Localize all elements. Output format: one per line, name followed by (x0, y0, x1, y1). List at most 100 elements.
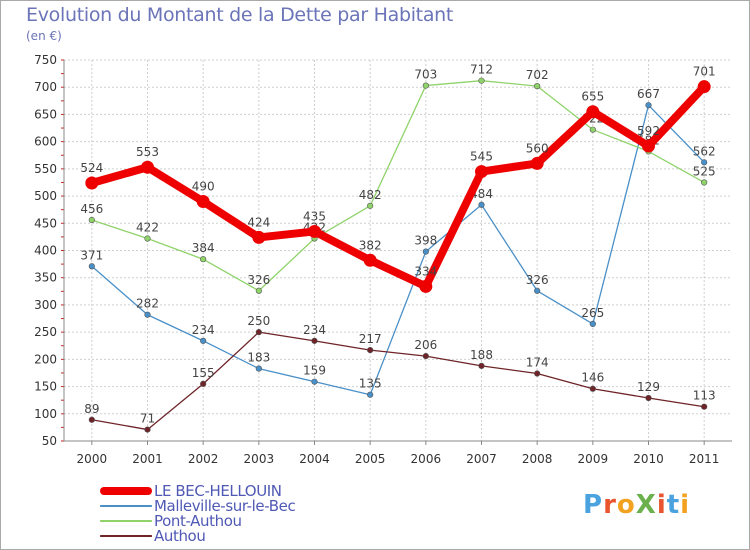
y-tick-label: 450 (34, 216, 57, 230)
y-tick-label: 550 (34, 162, 57, 176)
data-point-le-bec-hellouin (252, 230, 266, 244)
series-line-le-bec-hellouin (87, 82, 709, 291)
data-label-authou: 113 (693, 389, 716, 403)
x-tick-label: 2003 (244, 452, 275, 466)
data-label-le-bec-hellouin: 424 (247, 215, 270, 229)
data-label-le-bec-hellouin: 553 (136, 145, 159, 159)
data-label-pont-authou: 712 (470, 63, 493, 77)
x-tick-label: 2000 (77, 452, 108, 466)
y-tick-label: 150 (34, 380, 57, 394)
data-label-malleville-sur-le-bec: 398 (414, 234, 437, 248)
x-tick-label: 2010 (633, 452, 664, 466)
x-tick-label: 2002 (188, 452, 219, 466)
y-tick-label: 700 (34, 80, 57, 94)
data-point-le-bec-hellouin (697, 80, 711, 94)
data-label-le-bec-hellouin: 655 (581, 90, 604, 104)
data-point-malleville-sur-le-bec (311, 378, 318, 385)
series-line-malleville-sur-le-bec (91, 104, 705, 396)
data-point-pont-authou (422, 82, 429, 89)
data-point-pont-authou (88, 216, 95, 224)
x-tick-label: 2001 (132, 452, 163, 466)
chart-subtitle: (en €) (26, 29, 62, 43)
data-label-pont-authou: 703 (414, 68, 437, 82)
data-label-authou: 234 (303, 323, 326, 337)
logo-letter: t (666, 490, 681, 520)
data-point-pont-authou (478, 77, 485, 84)
data-label-pont-authou: 702 (526, 68, 549, 82)
y-tick-label: 50 (42, 434, 57, 448)
data-label-malleville-sur-le-bec: 265 (581, 306, 604, 320)
data-label-le-bec-hellouin: 334 (414, 264, 437, 278)
data-label-le-bec-hellouin: 382 (359, 238, 382, 252)
data-label-authou: 250 (247, 314, 270, 328)
logo-letter: i (656, 490, 667, 520)
data-label-pont-authou: 384 (192, 241, 215, 255)
data-point-malleville-sur-le-bec (200, 337, 207, 344)
data-label-authou: 155 (192, 366, 215, 380)
y-tick-label: 650 (34, 107, 57, 121)
x-tick-label: 2006 (411, 452, 442, 466)
y-tick-label: 200 (34, 352, 57, 366)
data-point-le-bec-hellouin (308, 224, 321, 238)
data-point-authou (422, 352, 429, 360)
data-point-authou (200, 380, 207, 387)
y-tick-label: 250 (34, 325, 57, 339)
proxiti-logo: ProXiti (583, 490, 690, 520)
y-tick-label: 350 (34, 271, 57, 285)
data-label-authou: 146 (581, 371, 604, 385)
y-tick-label: 750 (34, 53, 57, 67)
legend-label: Pont-Authou (154, 512, 242, 530)
data-point-authou (589, 385, 596, 392)
data-label-le-bec-hellouin: 490 (192, 180, 215, 194)
data-label-malleville-sur-le-bec: 183 (247, 351, 270, 365)
data-label-le-bec-hellouin: 524 (80, 161, 103, 175)
x-tick-label: 2005 (355, 452, 386, 466)
legend-label: Authou (154, 527, 206, 545)
data-label-malleville-sur-le-bec: 159 (303, 364, 326, 378)
data-point-le-bec-hellouin (196, 195, 210, 209)
x-tick-label: 2009 (578, 452, 609, 466)
data-point-malleville-sur-le-bec (534, 287, 541, 294)
data-point-le-bec-hellouin (642, 139, 655, 153)
data-point-malleville-sur-le-bec (144, 311, 151, 318)
data-label-le-bec-hellouin: 560 (526, 141, 549, 155)
data-label-malleville-sur-le-bec: 282 (136, 297, 159, 311)
data-point-authou (534, 370, 541, 377)
data-label-malleville-sur-le-bec: 371 (80, 248, 103, 262)
data-point-pont-authou (589, 126, 596, 133)
data-label-authou: 129 (637, 380, 660, 394)
data-label-pont-authou: 525 (693, 164, 716, 178)
data-point-malleville-sur-le-bec (645, 102, 652, 109)
data-point-le-bec-hellouin (475, 165, 488, 179)
legend-swatch (100, 487, 152, 495)
data-point-malleville-sur-le-bec (367, 391, 374, 398)
data-point-le-bec-hellouin (85, 176, 99, 190)
data-point-authou (88, 416, 95, 423)
data-label-le-bec-hellouin: 545 (470, 150, 493, 164)
data-point-authou (255, 329, 262, 336)
data-point-pont-authou (144, 235, 151, 242)
x-tick-label: 2008 (522, 452, 553, 466)
data-label-pont-authou: 456 (80, 202, 103, 216)
data-point-malleville-sur-le-bec (478, 201, 485, 208)
data-point-malleville-sur-le-bec (88, 263, 95, 270)
data-label-pont-authou: 482 (359, 188, 382, 202)
data-label-le-bec-hellouin: 435 (303, 209, 326, 223)
data-point-authou (478, 362, 485, 369)
logo-letter: o (616, 490, 636, 520)
data-point-le-bec-hellouin (530, 156, 544, 170)
data-point-pont-authou (534, 83, 541, 90)
data-label-malleville-sur-le-bec: 562 (693, 144, 716, 158)
data-label-le-bec-hellouin: 592 (637, 124, 660, 138)
y-tick-label: 300 (34, 298, 57, 312)
data-point-authou (311, 337, 318, 344)
data-point-le-bec-hellouin (586, 105, 600, 119)
data-point-authou (367, 347, 374, 354)
y-tick-label: 600 (34, 135, 57, 149)
series-line-authou (91, 331, 705, 431)
data-point-malleville-sur-le-bec (701, 159, 708, 166)
data-point-malleville-sur-le-bec (589, 320, 596, 328)
data-point-le-bec-hellouin (419, 279, 433, 293)
legend-swatch (100, 520, 152, 522)
